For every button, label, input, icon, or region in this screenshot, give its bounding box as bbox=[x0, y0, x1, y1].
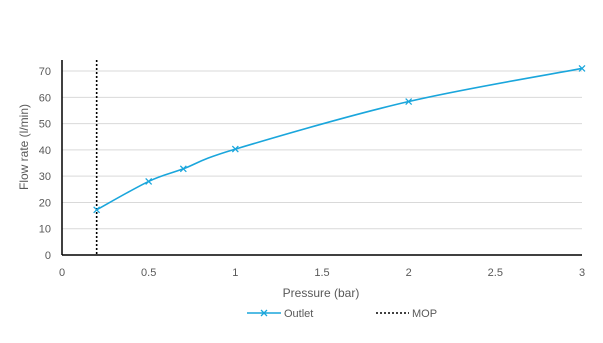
y-tick-label: 60 bbox=[39, 92, 51, 104]
x-tick-labels: 0 0.5 1 1.5 2 2.5 3 bbox=[59, 267, 585, 279]
outlet-data-point bbox=[578, 64, 586, 72]
y-axis-title: Flow rate (l/min) bbox=[17, 104, 31, 190]
outlet-data-point bbox=[231, 145, 239, 153]
series-group bbox=[93, 64, 586, 214]
y-tick-label: 70 bbox=[39, 66, 51, 78]
legend-outlet-label: Outlet bbox=[284, 308, 313, 320]
axes bbox=[61, 60, 582, 256]
y-tick-labels: 0 10 20 30 40 50 60 70 bbox=[39, 66, 51, 262]
x-tick-label: 2.5 bbox=[488, 267, 503, 279]
legend-outlet-marker bbox=[260, 309, 268, 317]
x-tick-label: 1 bbox=[232, 267, 238, 279]
x-tick-label: 0 bbox=[59, 267, 65, 279]
x-tick-label: 0.5 bbox=[141, 267, 156, 279]
x-tick-label: 1.5 bbox=[314, 267, 329, 279]
legend-mop-label: MOP bbox=[412, 308, 437, 320]
legend: Outlet MOP bbox=[247, 308, 437, 320]
x-tick-label: 3 bbox=[579, 267, 585, 279]
y-tick-label: 0 bbox=[45, 250, 51, 262]
outlet-data-point bbox=[93, 206, 101, 214]
grid-lines bbox=[62, 70, 582, 230]
x-tick-label: 2 bbox=[406, 267, 412, 279]
y-tick-label: 50 bbox=[39, 119, 51, 131]
y-tick-label: 40 bbox=[39, 145, 51, 157]
y-tick-label: 30 bbox=[39, 171, 51, 183]
outlet-data-point bbox=[405, 98, 413, 105]
outlet-data-point bbox=[145, 177, 153, 185]
y-tick-label: 20 bbox=[39, 197, 51, 209]
x-axis-title: Pressure (bar) bbox=[283, 286, 360, 300]
y-tick-label: 10 bbox=[39, 224, 51, 236]
outlet-data-point bbox=[179, 165, 187, 173]
